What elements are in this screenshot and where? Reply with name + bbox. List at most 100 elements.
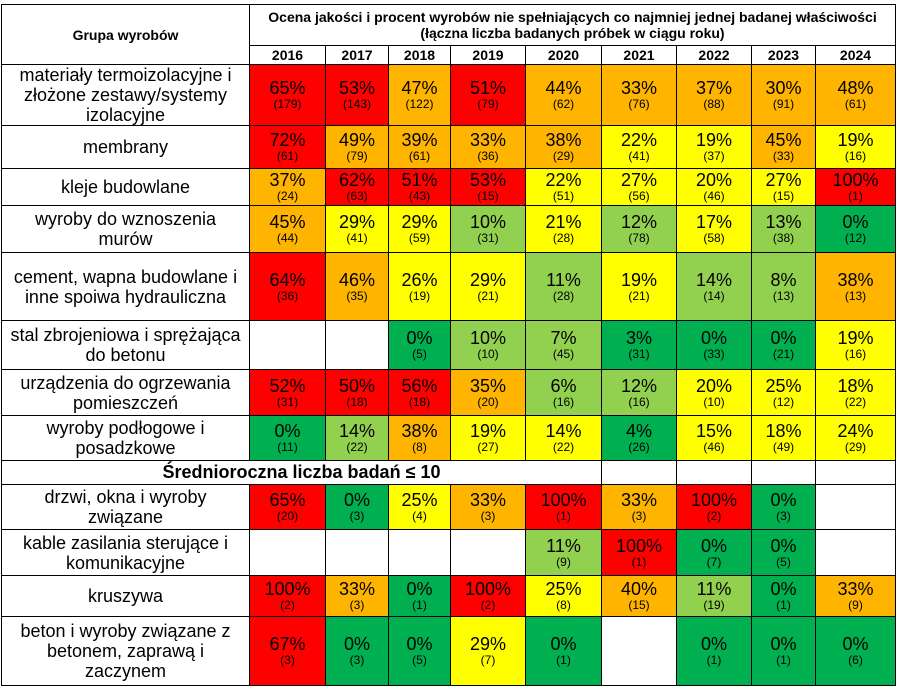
percent-value: 29% (469, 634, 507, 654)
product-group-label: wyroby podłogowe i posadzkowe (46, 418, 205, 458)
percent-value: 18% (765, 421, 802, 441)
group-column-header: Grupa wyrobów (2, 5, 250, 65)
table-title: Ocena jakości i procent wyrobów nie speł… (250, 5, 896, 46)
percent-value: 48% (837, 78, 874, 98)
result-cell: 12% (16) (602, 370, 677, 416)
percent-value: 38% (401, 421, 438, 441)
percent-value: 100% (832, 170, 879, 190)
sample-count: (12) (772, 394, 795, 409)
sample-count: (61) (844, 97, 867, 111)
result-cell: 0% (11) (250, 416, 326, 461)
percent-value: 0% (343, 634, 370, 654)
result-cell: 18% (49) (752, 416, 816, 461)
result-cell: 50% (18) (326, 370, 389, 416)
percent-value: 4% (625, 421, 652, 441)
result-cell: 19% (27) (451, 416, 526, 461)
product-group-name: kruszywa (2, 576, 250, 617)
sample-count: (3) (280, 653, 295, 667)
year-header: 2023 (752, 46, 816, 65)
result-cell: 48% (61) (816, 65, 896, 126)
result-cell: 0% (1) (526, 617, 602, 686)
sample-count: (143) (342, 97, 371, 111)
percent-value: 33% (837, 579, 874, 599)
sample-count: (33) (772, 149, 795, 163)
sample-count: (9) (556, 554, 571, 569)
result-cell: 37% (24) (250, 169, 326, 206)
result-cell: 3% (31) (602, 321, 677, 370)
percent-value: 11% (696, 579, 732, 599)
result-cell: 0% (5) (389, 617, 451, 686)
result-cell: 19% (16) (816, 126, 896, 169)
result-cell: 33% (76) (602, 65, 677, 126)
percent-value: 100% (690, 490, 738, 510)
percent-value: 45% (269, 212, 306, 232)
empty-cell (326, 530, 389, 576)
result-cell: 8% (13) (752, 253, 816, 321)
year-label: 2023 (767, 47, 800, 63)
sample-count: (20) (276, 509, 299, 523)
result-cell: 45% (33) (752, 126, 816, 169)
sample-count: (63) (346, 189, 368, 203)
sample-count: (22) (844, 394, 867, 409)
result-cell: 0% (1) (389, 576, 451, 617)
result-cell: 4% (26) (602, 416, 677, 461)
product-group-name: drzwi, okna i wyroby związane (2, 485, 250, 530)
product-group-name: materiały termoizolacyjne i złożone zest… (2, 65, 250, 126)
percent-value: 27% (620, 170, 658, 190)
sample-count: (3) (480, 509, 496, 523)
percent-value: 40% (620, 579, 658, 599)
percent-value: 14% (695, 269, 733, 290)
result-cell: 6% (16) (526, 370, 602, 416)
result-cell: 72% (61) (250, 126, 326, 169)
empty-cell (816, 530, 896, 576)
sample-count: (41) (346, 231, 368, 245)
percent-value: 64% (269, 269, 306, 290)
percent-value: 10% (469, 328, 507, 348)
empty-cell (250, 530, 326, 576)
sample-count: (38) (772, 231, 795, 245)
product-group-label: membrany (82, 137, 169, 157)
year-header: 2019 (451, 46, 526, 65)
result-cell: 27% (56) (602, 169, 677, 206)
sample-count: (28) (552, 288, 575, 303)
year-header: 2016 (250, 46, 326, 65)
sample-count: (31) (276, 394, 299, 409)
sample-count: (36) (477, 149, 499, 163)
percent-value: 45% (765, 130, 802, 150)
sample-count: (79) (477, 97, 499, 111)
sample-count: (1) (776, 653, 791, 667)
result-cell: 26% (19) (389, 253, 451, 321)
result-cell: 64% (36) (250, 253, 326, 321)
sample-count: (3) (349, 598, 365, 612)
product-group-name: membrany (2, 126, 250, 169)
empty-cell (602, 461, 677, 485)
percent-value: 19% (469, 421, 507, 441)
sample-count: (3) (349, 653, 365, 667)
result-cell: 7% (45) (526, 321, 602, 370)
result-cell: 33% (9) (816, 576, 896, 617)
result-cell: 0% (7) (677, 530, 752, 576)
percent-value: 12% (620, 375, 658, 396)
percent-value: 25% (401, 490, 438, 510)
sample-count: (1) (848, 189, 863, 203)
product-group-label: cement, wapna budowlane i inne spoiwa hy… (13, 266, 238, 307)
result-cell: 24% (29) (816, 416, 896, 461)
sample-count: (21) (772, 347, 795, 361)
product-group-label: wyroby do wznoszenia murów (34, 209, 217, 249)
percent-value: 65% (269, 490, 306, 510)
sample-count: (56) (628, 189, 650, 203)
result-cell: 25% (8) (526, 576, 602, 617)
result-cell: 65% (20) (250, 485, 326, 530)
result-cell: 11% (19) (677, 576, 752, 617)
empty-cell (389, 530, 451, 576)
result-cell: 56% (18) (389, 370, 451, 416)
percent-value: 0% (842, 634, 869, 654)
result-cell: 38% (8) (389, 416, 451, 461)
sample-count: (19) (408, 288, 431, 303)
percent-value: 50% (338, 375, 376, 396)
percent-value: 49% (338, 130, 376, 150)
sample-count: (28) (552, 231, 575, 245)
sample-count: (1) (412, 598, 427, 612)
sample-count: (24) (276, 189, 299, 203)
sample-count: (59) (408, 231, 431, 245)
